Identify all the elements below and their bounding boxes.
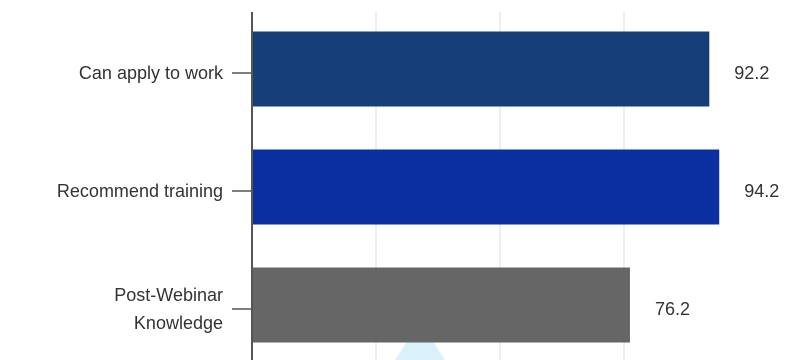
bars: [252, 31, 720, 343]
value-labels: 92.2 94.2 76.2: [655, 63, 779, 319]
value-label-2: 76.2: [655, 299, 690, 319]
category-labels: Can apply to work Recommend training Post-…: [57, 63, 224, 333]
category-label-2-1: Knowledge: [134, 313, 223, 333]
bar-1: [252, 149, 720, 225]
category-label-0-0: Can apply to work: [79, 63, 224, 83]
category-label-2-0: Post-Webinar: [114, 285, 223, 305]
category-label-1-0: Recommend training: [57, 181, 223, 201]
value-label-1: 94.2: [744, 181, 779, 201]
bar-0: [252, 31, 710, 107]
y-axis-ticks: [232, 72, 252, 310]
value-label-0: 92.2: [734, 63, 769, 83]
bar-2: [252, 267, 630, 343]
